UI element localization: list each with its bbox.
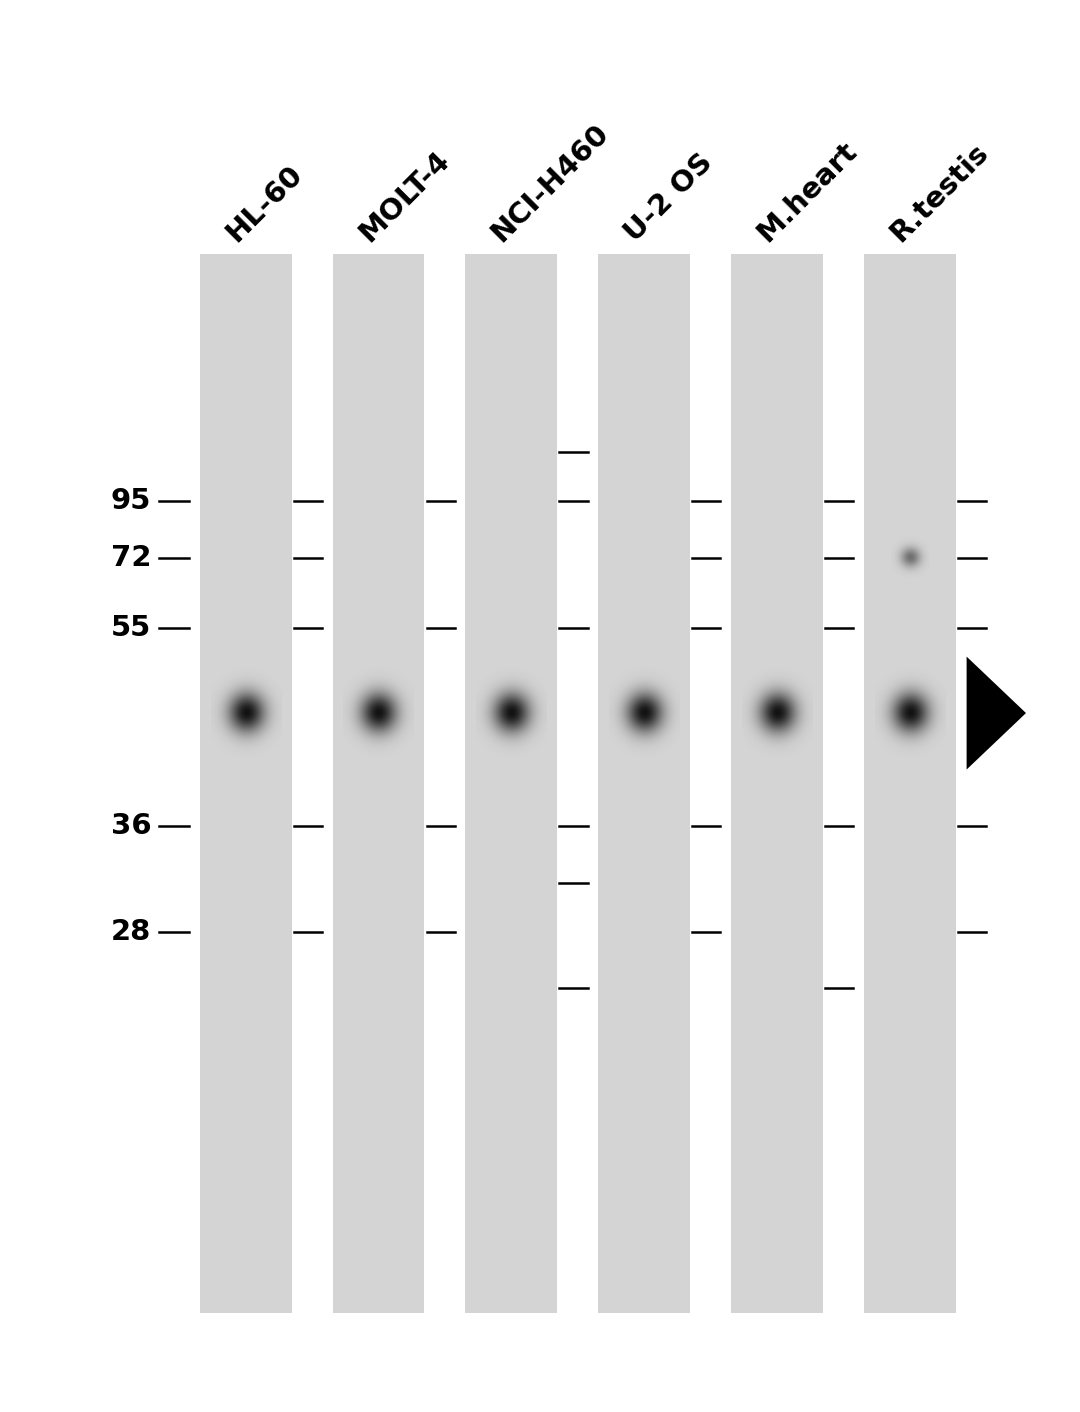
- Text: 28: 28: [111, 918, 151, 946]
- Text: MOLT-4: MOLT-4: [353, 145, 455, 247]
- Bar: [731, 254, 823, 1313]
- Bar: [598, 254, 690, 1313]
- Bar: [200, 254, 292, 1313]
- Bar: [465, 254, 557, 1313]
- Text: R.testis: R.testis: [885, 138, 994, 247]
- Polygon shape: [967, 657, 1026, 770]
- Text: U-2 OS: U-2 OS: [619, 148, 718, 247]
- Text: NCI-H460: NCI-H460: [486, 119, 615, 247]
- Text: 72: 72: [111, 544, 151, 572]
- Text: HL-60: HL-60: [220, 160, 308, 247]
- Bar: [333, 254, 424, 1313]
- Bar: [864, 254, 956, 1313]
- Text: 36: 36: [110, 812, 151, 840]
- Text: M.heart: M.heart: [752, 137, 863, 247]
- Text: 95: 95: [111, 487, 151, 515]
- Text: 55: 55: [111, 614, 151, 642]
